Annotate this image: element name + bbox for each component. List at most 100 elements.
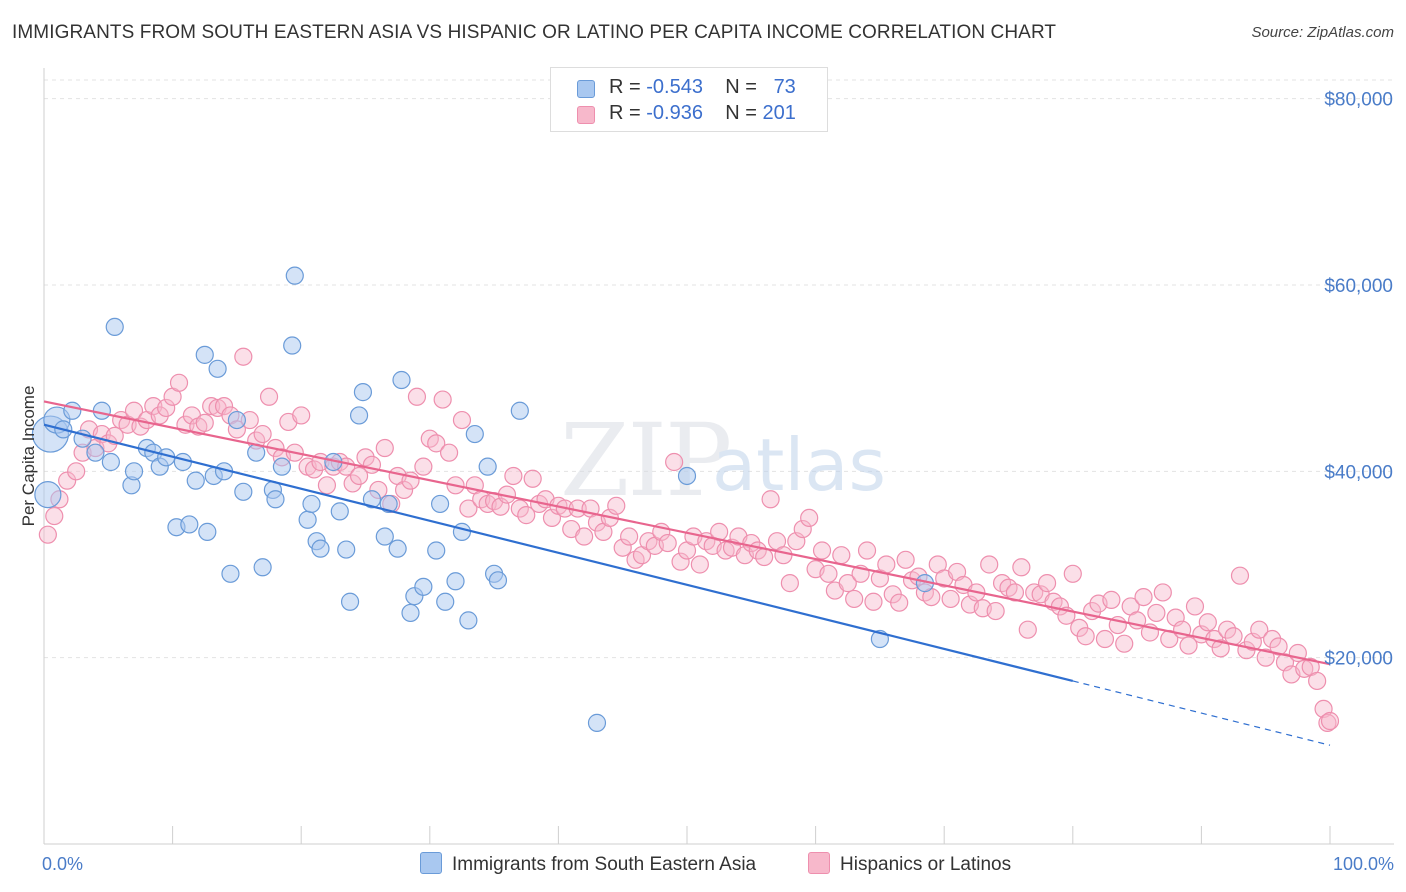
data-point-sea [388,539,407,558]
data-point-hispanic [1115,634,1134,653]
data-point-sea [186,471,205,490]
data-point-sea [283,336,302,355]
data-point-sea [465,424,484,444]
data-point-sea [446,572,465,591]
x-axis-max-label: 100.0% [1333,854,1394,874]
data-point-hispanic [1269,637,1288,656]
data-point-sea [452,522,472,541]
data-point-hispanic [1102,590,1121,609]
trendlines [43,400,1331,746]
data-point-sea [392,370,411,390]
data-point-hispanic [800,508,819,528]
data-point-hispanic [202,396,221,416]
data-point-sea [234,482,253,501]
data-point-hispanic [1037,574,1057,593]
data-point-hispanic [375,438,394,458]
data-point-hispanic [613,538,632,557]
data-point-sea [353,383,373,402]
data-point-hispanic [1025,583,1044,602]
data-point-hispanic [890,593,909,612]
data-point-sea [401,603,420,623]
data-point-sea [478,457,497,476]
data-point-hispanic [1179,636,1198,655]
data-point-sea [430,494,450,514]
legend-r-value-hispanic: -0.936 [646,102,703,124]
legend-r-label: R = [609,102,641,124]
chart-title: IMMIGRANTS FROM SOUTH EASTERN ASIA VS HI… [12,22,1057,43]
data-point-hispanic [214,396,234,416]
data-point-hispanic [774,546,793,565]
data-point-hispanic [1185,597,1205,616]
data-point-hispanic [349,466,369,486]
data-point-sea [221,564,240,583]
data-point-hispanic [253,424,272,444]
y-axis-title: Per Capita Income [19,386,38,527]
data-point-hispanic [439,443,459,462]
data-point-sea [379,494,398,514]
trendline-hispanic [43,400,1331,666]
data-point-sea [677,466,697,486]
bottom-legend-label-hispanic: Hispanics or Latinos [840,854,1012,875]
legend-r-label: R = [609,76,641,98]
data-point-hispanic [857,541,877,560]
data-point-hispanic [1211,639,1230,658]
data-point-hispanic [459,499,478,518]
data-point-sea [488,571,508,590]
data-point-sea [266,490,285,509]
data-point-hispanic [1153,583,1172,602]
data-point-hispanic [45,506,64,526]
data-point-hispanic [1295,659,1314,678]
data-point-sea [208,359,227,378]
data-point-hispanic [1230,566,1250,585]
x-axis-min-label: 0.0% [42,854,83,874]
data-point-hispanic [864,592,883,611]
data-point-hispanic [343,474,362,493]
data-point-sea [298,510,317,529]
axes [43,68,1394,845]
data-point-hispanic [980,555,999,574]
data-point-sea [124,462,144,481]
bottom-legend-item-hispanic: Hispanics or Latinos [808,852,1011,876]
legend-n-label: N = [725,76,757,98]
data-point-sea [285,266,304,285]
data-point-hispanic [1198,613,1217,632]
data-point-hispanic [1012,558,1031,577]
data-point-hispanic [620,527,639,546]
legend-n-value-hispanic: 201 [762,102,796,124]
data-point-hispanic [394,480,414,500]
data-point-hispanic [1076,627,1095,646]
data-point-sea [362,490,382,509]
data-point-hispanic [414,457,433,476]
data-point-hispanic [1063,564,1082,583]
bottom-legend-label-sea: Immigrants from South Eastern Asia [452,854,757,875]
data-point-sea [340,592,360,611]
data-point-sea [198,522,217,541]
watermark-zip: ZIP [560,402,730,519]
data-point-hispanic [259,387,279,406]
data-point-sea [173,452,192,472]
data-point-sea [302,494,321,514]
source-label: Source: ZipAtlas.com [1251,24,1394,41]
data-point-hispanic [780,574,799,593]
data-point-hispanic [1218,620,1237,639]
data-point-sea [227,410,246,430]
data-point-hispanic [1263,629,1282,649]
data-point-hispanic [690,555,709,574]
data-point-hispanic [67,462,86,481]
data-point-hispanic [304,460,324,479]
bottom-legend-swatch-pink [808,852,830,874]
gridlines [44,79,1394,659]
data-point-sea [414,577,433,596]
data-point-hispanic [755,547,774,567]
data-point-sea [86,443,105,462]
data-point-hispanic [665,452,684,472]
data-point-sea [253,558,272,577]
data-point-sea [101,452,120,472]
data-point-hispanic [1134,587,1153,607]
data-point-sea [34,481,62,509]
data-point-hispanic [517,506,536,525]
data-point-hispanic [407,387,427,406]
data-point-hispanic [819,564,838,583]
data-point-hispanic [452,410,472,430]
